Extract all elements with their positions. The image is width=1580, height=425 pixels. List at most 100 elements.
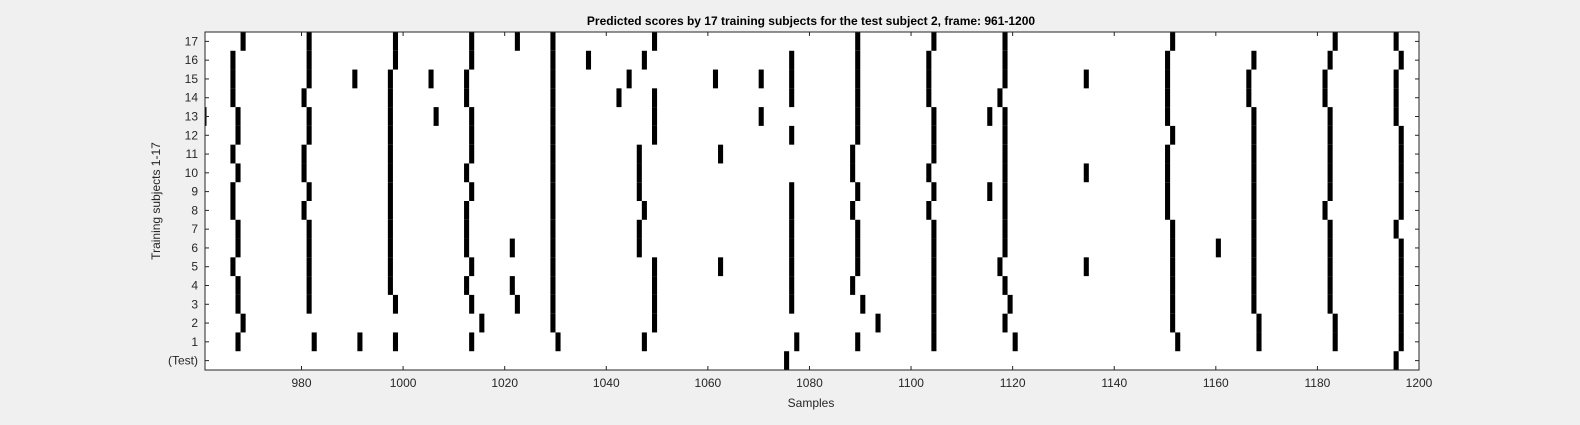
- raster-mark: [235, 219, 241, 239]
- raster-mark: [926, 50, 932, 70]
- raster-mark: [1327, 144, 1333, 164]
- raster-mark: [1327, 125, 1333, 145]
- raster-mark: [652, 276, 658, 295]
- raster-mark: [550, 50, 556, 70]
- raster-mark: [1165, 88, 1171, 108]
- x-tick-label: 1100: [898, 376, 924, 390]
- raster-mark: [1165, 144, 1171, 164]
- chart-title: Predicted scores by 17 training subjects…: [587, 14, 1035, 28]
- raster-mark: [875, 313, 881, 333]
- raster-mark: [931, 294, 937, 314]
- raster-mark: [855, 238, 861, 258]
- x-tick-label: 1080: [796, 376, 823, 390]
- raster-mark: [931, 332, 937, 352]
- raster-mark: [240, 32, 246, 51]
- raster-mark: [636, 219, 642, 239]
- raster-mark: [1083, 163, 1089, 183]
- raster-mark: [550, 219, 556, 239]
- raster-mark: [1002, 125, 1008, 145]
- raster-mark: [464, 163, 470, 183]
- raster-mark: [1398, 294, 1404, 314]
- plot-frame: [204, 31, 1420, 371]
- raster-mark: [306, 238, 312, 258]
- raster-mark: [1246, 88, 1252, 108]
- raster-mark: [1327, 238, 1333, 258]
- raster-mark: [931, 107, 937, 126]
- raster-mark: [555, 332, 561, 352]
- raster-mark: [479, 313, 485, 333]
- raster-mark: [1175, 332, 1181, 352]
- raster-mark: [1398, 332, 1404, 352]
- raster-mark: [1398, 257, 1404, 277]
- raster-mark: [550, 182, 556, 201]
- raster-mark: [550, 201, 556, 220]
- raster-mark: [1398, 313, 1404, 333]
- raster-mark: [931, 238, 937, 258]
- raster-mark: [1322, 88, 1328, 108]
- y-tick-label: 16: [185, 53, 199, 67]
- raster-mark: [931, 219, 937, 239]
- raster-mark: [514, 32, 520, 51]
- raster-mark: [1256, 332, 1262, 352]
- raster-mark: [509, 238, 515, 258]
- raster-mark: [1398, 125, 1404, 145]
- raster-mark: [789, 276, 795, 295]
- raster-mark: [931, 257, 937, 277]
- raster-mark: [235, 276, 241, 295]
- raster-mark: [1002, 182, 1008, 201]
- raster-mark: [931, 276, 937, 295]
- raster-mark: [789, 50, 795, 70]
- raster-mark: [850, 276, 856, 295]
- raster-mark: [1002, 219, 1008, 239]
- raster-mark: [469, 32, 475, 51]
- raster-mark: [464, 238, 470, 258]
- raster-mark: [1327, 50, 1333, 70]
- raster-mark: [387, 238, 393, 258]
- raster-mark: [469, 107, 475, 126]
- x-tick-label: 1060: [695, 376, 722, 390]
- x-tick-label: 1120: [1000, 376, 1026, 390]
- raster-mark: [652, 32, 658, 51]
- y-tick-label: 12: [185, 128, 199, 142]
- raster-mark: [1170, 238, 1176, 258]
- raster-mark: [469, 144, 475, 164]
- raster-mark: [387, 201, 393, 220]
- raster-mark: [1165, 69, 1171, 89]
- raster-mark: [987, 107, 993, 126]
- raster-mark: [1165, 182, 1171, 201]
- raster-mark: [1251, 163, 1257, 183]
- raster-mark: [387, 182, 393, 201]
- raster-mark: [997, 88, 1003, 108]
- raster-mark: [240, 313, 246, 333]
- raster-mark: [652, 313, 658, 333]
- x-tick-label: 1040: [593, 376, 620, 390]
- plot-area: [205, 32, 1419, 370]
- raster-mark: [230, 69, 236, 89]
- raster-mark: [306, 69, 312, 89]
- raster-mark: [550, 294, 556, 314]
- y-axis-label: Training subjects 1-17: [149, 142, 163, 260]
- raster-mark: [469, 125, 475, 145]
- raster-mark: [855, 69, 861, 89]
- raster-mark: [931, 125, 937, 145]
- x-tick-label: 1180: [1305, 376, 1331, 390]
- raster-mark: [1393, 88, 1399, 108]
- raster-mark: [1332, 32, 1338, 51]
- raster-mark: [1170, 125, 1176, 145]
- raster-mark: [387, 144, 393, 164]
- raster-mark: [855, 257, 861, 277]
- raster-mark: [1002, 238, 1008, 258]
- raster-mark: [387, 88, 393, 108]
- y-tick-label: 2: [191, 316, 198, 330]
- raster-mark: [352, 69, 358, 89]
- raster-mark: [1251, 125, 1257, 145]
- raster-mark: [1251, 257, 1257, 277]
- raster-mark: [712, 69, 719, 89]
- raster-mark: [641, 50, 647, 70]
- raster-mark: [616, 88, 622, 108]
- raster-mark: [1332, 332, 1338, 352]
- raster-mark: [306, 32, 312, 51]
- x-tick-label: 1200: [1406, 376, 1433, 390]
- raster-mark: [301, 201, 307, 220]
- raster-mark: [469, 182, 475, 201]
